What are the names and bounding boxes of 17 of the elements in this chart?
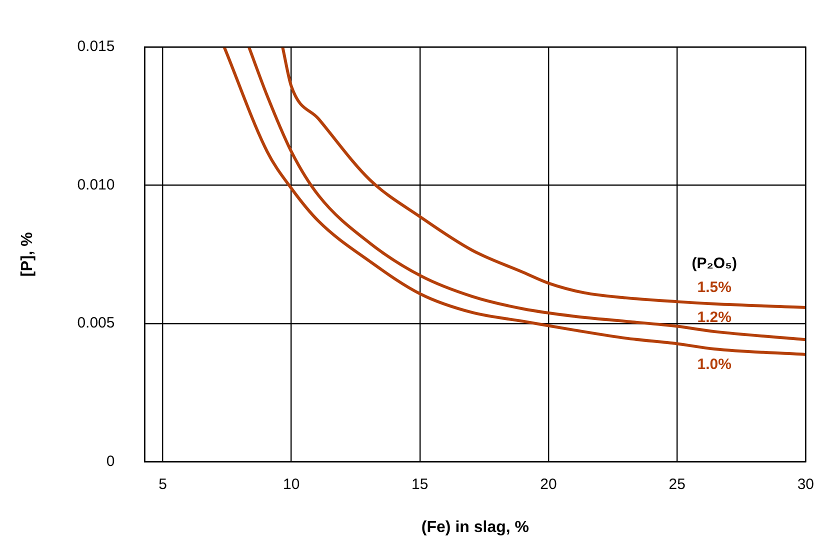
line-series	[281, 47, 806, 309]
legend-title: (P₂O₅)	[692, 255, 737, 272]
x-tick-label: 30	[797, 476, 814, 493]
x-tick-label: 10	[282, 476, 300, 493]
y-tick-label: 0	[106, 452, 115, 470]
x-tick-label: 20	[540, 476, 557, 493]
series-label: 1.0%	[697, 356, 732, 374]
x-axis-title: (Fe) in slag, %	[421, 518, 529, 536]
y-tick-label: 0.015	[77, 38, 115, 56]
x-tick-label: 25	[668, 476, 686, 493]
x-tick-label: 5	[158, 476, 167, 493]
y-tick-label: 0.010	[77, 176, 115, 194]
x-tick-label: 15	[412, 476, 428, 493]
series-label: 1.5%	[697, 279, 732, 296]
series-label: 1.2%	[697, 308, 732, 326]
y-axis-title: [P], %	[19, 232, 36, 277]
y-tick-label: 0.005	[77, 314, 115, 332]
